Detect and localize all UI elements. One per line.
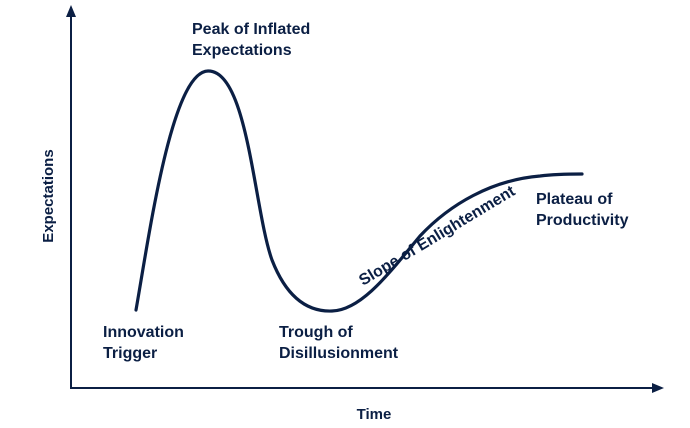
x-axis-arrow-icon bbox=[652, 383, 664, 393]
y-axis-title: Expectations bbox=[40, 149, 57, 242]
peak-label: Peak of Inflated Expectations bbox=[192, 21, 315, 59]
innovation-trigger-label: Innovation Trigger bbox=[103, 324, 188, 362]
plateau-label-line-2: Productivity bbox=[536, 212, 629, 229]
innovation-trigger-label-line-1: Innovation bbox=[103, 324, 184, 341]
slope-label: Slope of Enlightenment bbox=[356, 182, 518, 289]
x-axis-title: Time bbox=[357, 406, 392, 423]
trough-label: Trough of Disillusionment bbox=[279, 324, 399, 362]
hype-curve bbox=[134, 69, 584, 313]
innovation-trigger-label-line-2: Trigger bbox=[103, 345, 157, 362]
plateau-label-line-1: Plateau of bbox=[536, 191, 613, 208]
trough-label-line-1: Trough of bbox=[279, 324, 353, 341]
trough-label-line-2: Disillusionment bbox=[279, 345, 399, 362]
plateau-label: Plateau of Productivity bbox=[536, 191, 629, 229]
peak-label-line-2: Expectations bbox=[192, 42, 292, 59]
y-axis-arrow-icon bbox=[66, 5, 76, 17]
peak-label-line-1: Peak of Inflated bbox=[192, 21, 310, 38]
